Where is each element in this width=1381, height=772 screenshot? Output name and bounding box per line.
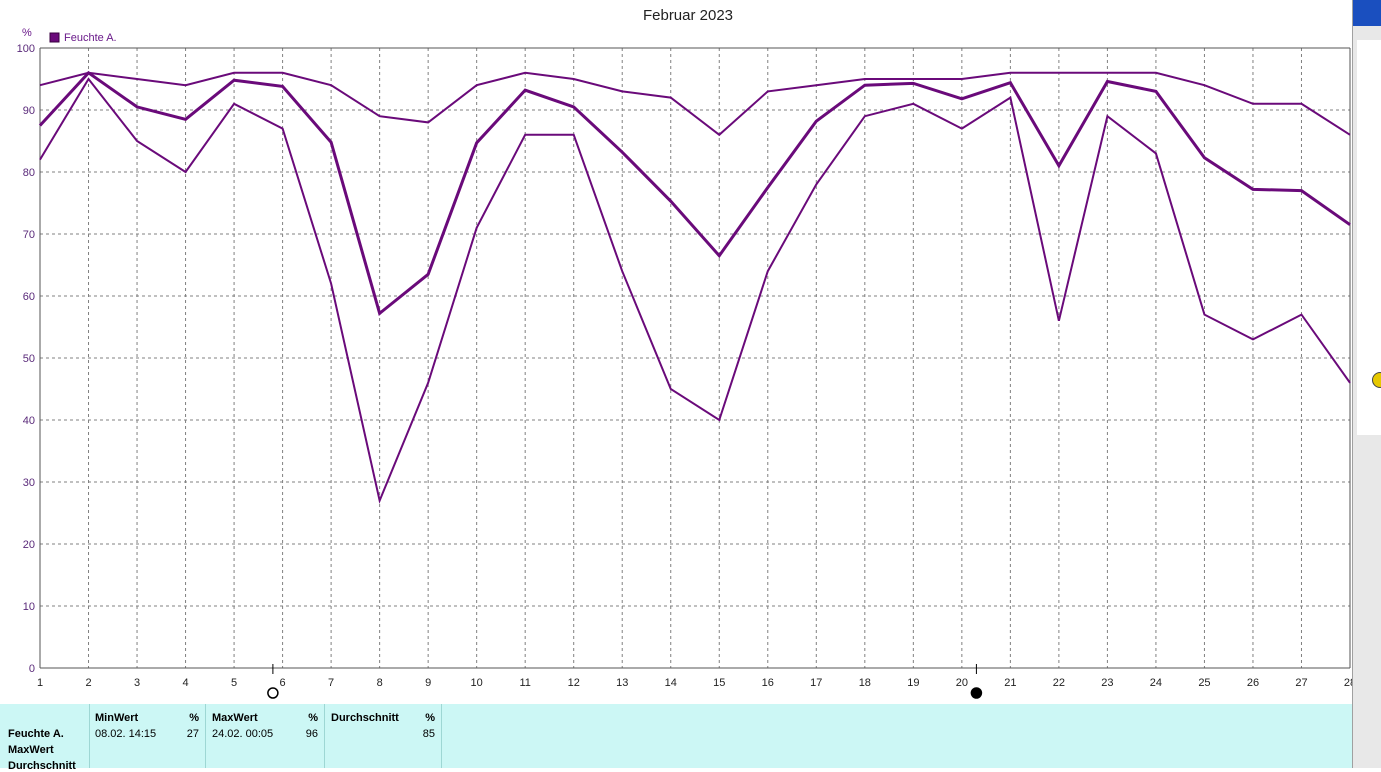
window-titlebar <box>1353 0 1381 26</box>
y-tick-label: 10 <box>23 601 35 613</box>
max-date: 24.02. 00:05 <box>212 728 274 740</box>
avg-column: Durchschnitt % 85 <box>324 704 442 768</box>
x-tick-label: 17 <box>810 677 822 689</box>
chart-title: Februar 2023 <box>643 7 733 24</box>
y-axis-unit: % <box>22 27 32 39</box>
status-light-icon <box>1372 372 1381 388</box>
x-tick-label: 3 <box>134 677 140 689</box>
x-tick-label: 6 <box>280 677 286 689</box>
x-tick-label: 1 <box>37 677 43 689</box>
y-tick-label: 40 <box>23 415 35 427</box>
avg-value: 85 <box>422 728 435 740</box>
moon-phase-markers <box>267 664 983 699</box>
full-moon-icon <box>267 687 279 699</box>
x-tick-label: 16 <box>762 677 774 689</box>
row-label-avg: Durchschnitt <box>8 760 76 772</box>
background-window-edge <box>1352 0 1381 768</box>
y-tick-label: 70 <box>23 229 35 241</box>
x-tick-label: 7 <box>328 677 334 689</box>
x-tick-label: 13 <box>616 677 628 689</box>
y-tick-label: 20 <box>23 539 35 551</box>
row-label-feuchte: Feuchte A. <box>8 728 64 740</box>
window-content <box>1357 40 1381 435</box>
series-line-maxwert <box>39 71 1351 137</box>
min-column: MinWert % 08.02. 14:15 27 <box>89 704 205 768</box>
y-tick-label: 100 <box>17 43 35 55</box>
series-line-minwert <box>39 77 1351 504</box>
min-unit: % <box>189 712 199 724</box>
x-tick-label: 12 <box>568 677 580 689</box>
x-tick-label: 2 <box>85 677 91 689</box>
x-tick-label: 27 <box>1295 677 1307 689</box>
x-tick-label: 26 <box>1247 677 1259 689</box>
avg-header: Durchschnitt <box>331 712 399 724</box>
x-tick-label: 8 <box>377 677 383 689</box>
max-unit: % <box>308 712 318 724</box>
x-tick-label: 15 <box>713 677 725 689</box>
plot-frame <box>39 47 1351 669</box>
x-tick-label: 22 <box>1053 677 1065 689</box>
x-axis: 1 2 3 4 5 6 7 8 9 10 11 12 13 14 15 16 17 18 19 20 21 22 23 24 2… <box>37 677 1352 689</box>
max-header: MaxWert <box>212 712 258 724</box>
chart-grid <box>40 48 1350 668</box>
stats-panel: Feuchte A. MaxWert Durchschnitt MinWert … <box>0 704 1352 772</box>
avg-unit: % <box>425 712 435 724</box>
x-tick-label: 18 <box>859 677 871 689</box>
x-tick-label: 4 <box>182 677 188 689</box>
legend-label: Feuchte A. <box>64 32 117 44</box>
min-header: MinWert <box>95 712 139 724</box>
x-tick-label: 10 <box>471 677 483 689</box>
series-lines <box>38 70 1351 504</box>
min-date: 08.02. 14:15 <box>95 728 157 740</box>
max-column: MaxWert % 24.02. 00:05 96 <box>205 704 324 768</box>
y-tick-label: 50 <box>23 353 35 365</box>
min-value: 27 <box>186 728 199 740</box>
x-tick-label: 14 <box>665 677 677 689</box>
x-tick-label: 19 <box>907 677 919 689</box>
max-value: 96 <box>305 728 318 740</box>
y-axis: 0 10 20 30 40 50 60 70 80 90 100 <box>17 43 35 675</box>
y-tick-label: 90 <box>23 105 35 117</box>
x-tick-label: 24 <box>1150 677 1162 689</box>
legend-swatch <box>49 32 60 43</box>
y-tick-label: 60 <box>23 291 35 303</box>
x-tick-label: 25 <box>1198 677 1210 689</box>
row-label-max: MaxWert <box>8 744 54 756</box>
y-tick-label: 0 <box>29 663 35 675</box>
y-tick-label: 30 <box>23 477 35 489</box>
x-tick-label: 28 <box>1344 677 1352 689</box>
x-tick-label: 20 <box>956 677 968 689</box>
x-tick-label: 9 <box>425 677 431 689</box>
new-moon-icon <box>970 687 983 699</box>
x-tick-label: 5 <box>231 677 237 689</box>
x-tick-label: 23 <box>1101 677 1113 689</box>
series-line-durchschnitt <box>38 70 1351 316</box>
y-tick-label: 80 <box>23 167 35 179</box>
x-tick-label: 21 <box>1004 677 1016 689</box>
x-tick-label: 11 <box>519 677 530 689</box>
